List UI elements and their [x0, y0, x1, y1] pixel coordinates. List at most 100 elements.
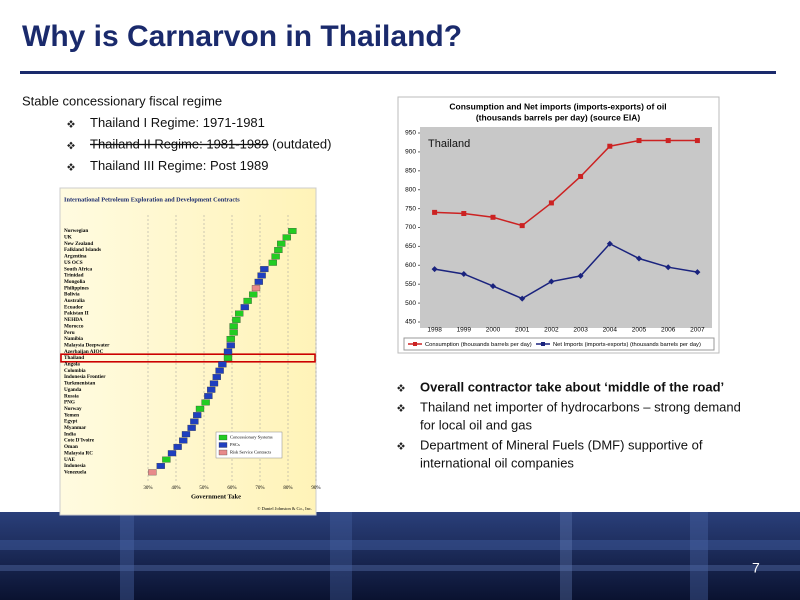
point [577, 272, 584, 279]
category-label: Russia [64, 393, 79, 399]
category-label: Bolivia [64, 292, 80, 298]
x-tick-label: 2004 [603, 327, 618, 334]
category-label: Egypt [64, 419, 78, 425]
bullet-petal [399, 384, 403, 388]
bar [288, 228, 297, 234]
category-label: Venezuela [64, 469, 87, 475]
category-label: Yemen [64, 412, 79, 418]
y-tick-label: 500 [405, 300, 416, 307]
bar [282, 234, 291, 241]
bar [277, 240, 286, 247]
bullet-icon [397, 404, 405, 412]
bullet-petal [399, 404, 403, 408]
bar-chart-frame [59, 187, 317, 516]
bullet-petal [67, 143, 71, 148]
point [519, 295, 526, 302]
category-label: Philippines [64, 285, 89, 291]
bar [257, 272, 266, 279]
bar [223, 348, 233, 355]
point [490, 283, 496, 290]
bullet-petal [399, 408, 403, 412]
bar [226, 335, 235, 342]
category-label: Namibia [64, 336, 83, 342]
bar [251, 285, 261, 292]
x-tick-label: 2002 [544, 327, 559, 334]
bullet-icon [67, 163, 75, 171]
category-label: UAE [64, 457, 75, 463]
point [606, 240, 613, 247]
bullet-petal [397, 386, 401, 390]
category-label: Turkmenistan [64, 381, 95, 387]
bar [173, 443, 182, 450]
y-tick-label: 950 [405, 130, 416, 137]
bar [162, 456, 171, 463]
bullet-text: international oil companies [420, 455, 574, 470]
category-label: Mongolia [64, 279, 85, 285]
y-tick-label: 600 [405, 262, 416, 269]
bullet-petal [399, 388, 403, 392]
bar [226, 342, 235, 349]
chart-title: International Petroleum Exploration and … [64, 196, 240, 203]
bar [195, 405, 205, 412]
legend-marker [541, 342, 545, 346]
point [636, 255, 642, 262]
bar [271, 253, 280, 260]
x-tick-label: 50% [199, 486, 208, 491]
legend-box [403, 337, 715, 351]
bar [232, 316, 241, 323]
bar [240, 304, 249, 311]
legend-swatch [218, 449, 228, 456]
legend-label: Risk Service Contracts [230, 450, 271, 455]
bullet-text: for local oil and gas [420, 417, 533, 432]
x-axis-label: Government Take [191, 493, 241, 500]
x-tick-label: 2007 [690, 327, 705, 334]
bar [260, 266, 269, 273]
chart-title: (thousands barrels per day) (source EIA) [476, 112, 641, 122]
bullet-petal [71, 122, 75, 126]
y-tick-label: 450 [405, 319, 416, 326]
bar [229, 323, 238, 330]
point [460, 270, 467, 277]
bullet-text: Thailand I Regime: 1971-1981 [90, 115, 265, 130]
point [665, 138, 671, 144]
category-label: Malaysia RC [64, 450, 93, 456]
bullet-petal [71, 143, 75, 148]
bullet-icon [397, 384, 405, 392]
x-tick-label: 2005 [632, 327, 647, 334]
highlight [60, 353, 316, 363]
bar [229, 329, 238, 336]
page-number: 7 [752, 560, 760, 576]
y-tick-label: 550 [405, 281, 416, 288]
category-label: US OCS [64, 260, 83, 266]
legend-label: Consumption (thousands barrels per day) [425, 342, 532, 348]
bar [190, 418, 199, 425]
x-tick-label: 1999 [457, 327, 472, 334]
bullet-main: Thailand I Regime: 1971-1981 [90, 115, 265, 130]
series-line [434, 139, 698, 227]
point [694, 269, 701, 276]
plot-area [420, 127, 712, 328]
bullet-petal [397, 406, 401, 410]
annotation: Thailand [428, 138, 470, 150]
point [694, 138, 700, 144]
bullet-icon [67, 120, 75, 128]
category-label: South Africa [64, 266, 93, 272]
category-label: Australia [64, 298, 85, 304]
chart-title: Consumption and Net imports (imports-exp… [449, 101, 666, 111]
bar [218, 361, 227, 368]
bar [212, 374, 221, 380]
bullet-text: Thailand II Regime: 1981-1989 (outdated) [90, 137, 331, 152]
bullet-petal [69, 141, 73, 145]
bar [249, 291, 258, 298]
bullet-note: (outdated) [272, 137, 331, 152]
footer-note: © Daniel Johnston & Co., Inc. [257, 506, 312, 512]
slide-title: Why is Carnarvon in Thailand? [22, 20, 462, 53]
category-label: Falkland Islands [64, 247, 101, 253]
bar [156, 462, 165, 469]
bullet-petal [71, 165, 75, 169]
x-tick-label: 60% [227, 486, 236, 491]
bullet-petal [401, 444, 405, 448]
category-label: Oman [64, 444, 78, 450]
x-tick-label: 30% [143, 486, 152, 491]
x-tick-label: 90% [311, 486, 320, 491]
